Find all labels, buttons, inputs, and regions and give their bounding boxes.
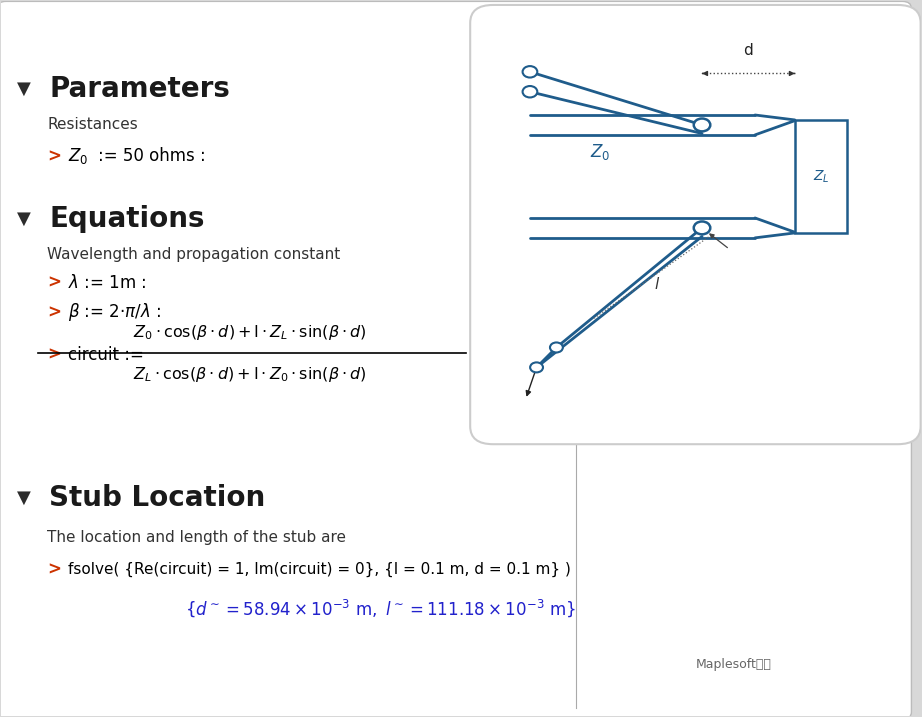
Text: >: >	[47, 560, 62, 578]
Text: ▼: ▼	[18, 489, 31, 507]
Circle shape	[523, 66, 538, 77]
Text: >: >	[47, 346, 62, 364]
Text: Wavelength and propagation constant: Wavelength and propagation constant	[47, 247, 340, 262]
Circle shape	[523, 86, 538, 98]
Text: Stub Location: Stub Location	[49, 484, 266, 512]
Text: $Z_L$: $Z_L$	[813, 168, 830, 184]
Text: $Z_0$: $Z_0$	[68, 146, 89, 166]
Text: circuit :=: circuit :=	[68, 346, 145, 364]
Circle shape	[530, 362, 543, 372]
Text: $Z_L \cdot \cos(\beta \cdot d) + \mathrm{I} \cdot Z_0 \cdot \sin(\beta \cdot d)$: $Z_L \cdot \cos(\beta \cdot d) + \mathrm…	[133, 365, 366, 384]
Text: fsolve( {Re(circuit) = 1, Im(circuit) = 0}, {l = 0.1 m, d = 0.1 m} ): fsolve( {Re(circuit) = 1, Im(circuit) = …	[68, 561, 572, 576]
FancyBboxPatch shape	[470, 5, 920, 445]
Circle shape	[693, 118, 710, 131]
Text: >: >	[47, 148, 62, 166]
Text: $\lambda$ := 1m :: $\lambda$ := 1m :	[68, 274, 147, 292]
Text: $Z_0$: $Z_0$	[589, 141, 609, 161]
Text: $-\mathrm{I} \cdot \cot(\beta \cdot l)$ :: $-\mathrm{I} \cdot \cot(\beta \cdot l)$ …	[468, 346, 572, 364]
Text: := 50 ohms :: := 50 ohms :	[98, 148, 206, 166]
Circle shape	[550, 343, 562, 353]
Text: Resistances: Resistances	[47, 117, 138, 132]
Text: Equations: Equations	[49, 205, 205, 233]
Text: Parameters: Parameters	[49, 75, 230, 103]
Text: ▼: ▼	[18, 210, 31, 228]
Text: l: l	[655, 277, 659, 292]
Text: $\beta$ := 2·$\pi$/$\lambda$ :: $\beta$ := 2·$\pi$/$\lambda$ :	[68, 301, 161, 323]
Circle shape	[693, 222, 710, 234]
Text: Maplesoft公司: Maplesoft公司	[695, 657, 772, 670]
Text: ▼: ▼	[18, 80, 31, 98]
Text: $\left\{ d^{\sim} = 58.94 \times 10^{-3}\ \mathrm{m},\ l^{\sim} = 111.18 \times : $\left\{ d^{\sim} = 58.94 \times 10^{-3}…	[185, 598, 576, 619]
Bar	[795, 120, 847, 233]
Text: >: >	[47, 274, 62, 292]
Text: $Z_0 \cdot \cos(\beta \cdot d) + \mathrm{I} \cdot Z_L \cdot \sin(\beta \cdot d)$: $Z_0 \cdot \cos(\beta \cdot d) + \mathrm…	[133, 323, 366, 341]
Text: d: d	[743, 43, 753, 58]
Text: The location and length of the stub are: The location and length of the stub are	[47, 530, 347, 544]
Text: >: >	[47, 303, 62, 321]
